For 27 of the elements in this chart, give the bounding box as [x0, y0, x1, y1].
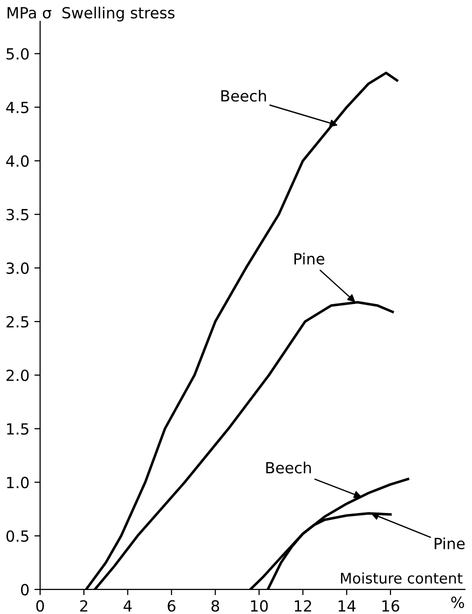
x-axis-title: Moisture content	[341, 572, 462, 584]
x-tick-label: 16	[382, 600, 400, 612]
x-tick-label: 14	[338, 600, 356, 612]
x-tick-label: 6	[168, 600, 176, 612]
y-tick-label: 3.0	[6, 262, 29, 274]
y-tick-label: 4.5	[6, 102, 28, 114]
x-tick-label: 2	[80, 600, 88, 612]
y-tick-label: 4.0	[6, 155, 29, 167]
y-tick-label: 0.5	[6, 530, 28, 542]
annotation: Beech	[266, 462, 311, 474]
x-tick-label: 10	[251, 600, 268, 612]
y-tick-label: 3.5	[6, 208, 28, 220]
y-tick-label: 1.5	[7, 423, 28, 435]
y-tick-label: 5.0	[6, 48, 29, 60]
text: %	[451, 596, 464, 608]
y-tick-label: 0	[20, 584, 29, 596]
y-axis-title: MPa σ Swelling stress	[8, 6, 174, 22]
annotation: Beech	[221, 90, 266, 102]
x-tick-label: 0	[36, 600, 44, 612]
annotation: Pine	[294, 252, 324, 265]
y-tick-label: 1.0	[7, 476, 29, 488]
y-tick-label: 2.5	[6, 316, 28, 328]
annotation: Pine	[434, 537, 465, 550]
y-tick-label: 2.0	[6, 370, 29, 382]
x-tick-label: 8	[211, 600, 220, 612]
x-tick-label: 4	[124, 600, 132, 612]
x-tick-label: 12	[294, 600, 312, 612]
